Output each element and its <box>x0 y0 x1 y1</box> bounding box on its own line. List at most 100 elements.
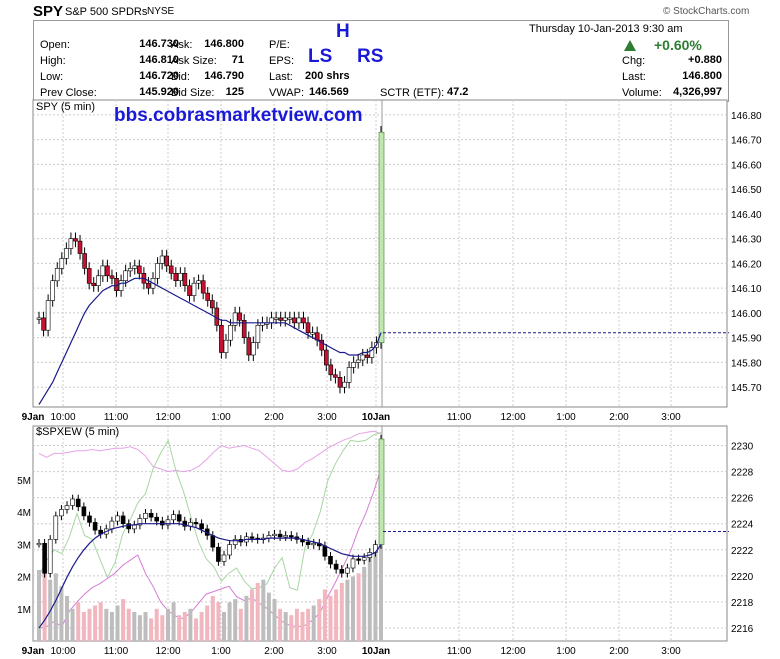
spxew-volume-bar <box>59 586 64 641</box>
x-tick-label: 11:00 <box>447 412 472 423</box>
spy-ytick-label: 146.40 <box>731 210 762 221</box>
spxew-candle <box>171 514 176 521</box>
spxew-candle <box>92 522 98 531</box>
spxew-candle <box>126 523 131 530</box>
spxew-volume-bar <box>177 615 182 641</box>
spy-ytick-label: 146.10 <box>731 284 762 295</box>
x-tick-label: 2:00 <box>264 646 284 657</box>
spxew-ytick-label: 2224 <box>731 520 754 531</box>
x-tick-label: 11:00 <box>104 646 129 657</box>
spy-candle <box>82 253 87 269</box>
spxew-candle <box>249 536 255 539</box>
last-price-label: Last: <box>622 71 646 83</box>
spxew-volume-bar <box>306 608 311 642</box>
spy-candle <box>118 280 124 291</box>
spxew-volume-bar <box>294 608 299 642</box>
open-label: Open: <box>40 39 70 51</box>
spxew-volume-bar <box>379 518 383 641</box>
symbol: SPY <box>33 3 64 20</box>
bid-size-label: Bid Size: <box>171 87 215 99</box>
spxew-volume-bar <box>188 608 193 642</box>
sctr-value: 47.2 <box>447 86 469 98</box>
x-tick-label: 3:00 <box>661 412 681 423</box>
spxew-volume-tick-label: 4M <box>17 508 31 519</box>
vwap-label: VWAP: <box>269 87 305 99</box>
spxew-volume-bar <box>109 612 114 641</box>
spy-candle <box>292 317 297 324</box>
spy-ytick-label: 146.50 <box>731 185 762 196</box>
spxew-volume-bar <box>216 602 221 641</box>
spxew-candle <box>64 505 70 510</box>
spy-candle <box>287 317 293 320</box>
volume-value: 4,326,997 <box>673 86 722 98</box>
spxew-candle <box>160 520 165 526</box>
open-value: 146.730 <box>139 38 179 50</box>
ask-size-label: Ask Size: <box>171 55 217 67</box>
spxew-volume-bar <box>70 608 75 642</box>
spxew-overlay2-line <box>38 432 382 591</box>
spy-candle <box>123 270 128 281</box>
x-tick-label: 11:00 <box>447 646 472 657</box>
spy-candle <box>369 347 375 358</box>
spxew-volume-bar <box>121 599 126 641</box>
spxew-candle <box>199 523 204 530</box>
spxew-volume-tick-label: 1M <box>17 605 31 616</box>
spxew-candle <box>283 535 289 538</box>
spy-candle <box>168 265 174 274</box>
spxew-volume-bar <box>42 573 47 641</box>
spxew-candle <box>36 542 42 546</box>
spy-candle <box>228 324 233 341</box>
spxew-volume-bar <box>76 602 81 641</box>
spxew-candle <box>42 542 47 574</box>
x-tick-label: 1:00 <box>556 412 576 423</box>
spxew-volume-bar <box>328 595 333 641</box>
spy-candle <box>173 272 179 281</box>
spxew-candle <box>154 516 159 522</box>
high-value: 146.810 <box>139 54 179 66</box>
spy-candle <box>178 272 183 281</box>
spxew-volume-bar <box>356 573 361 641</box>
x-tick-label: 9Jan <box>22 646 45 657</box>
spy-candle <box>187 285 192 296</box>
spxew-volume-bar <box>351 576 355 641</box>
spxew-volume-bar <box>339 583 344 642</box>
spxew-candle <box>193 522 199 525</box>
spy-candle <box>355 359 361 363</box>
spxew-volume-bar <box>126 608 131 642</box>
spxew-candle <box>328 555 333 565</box>
spy-candle <box>64 248 69 259</box>
x-tick-label: 12:00 <box>500 646 525 657</box>
low-label: Low: <box>40 71 64 83</box>
spxew-candle <box>339 568 345 574</box>
spxew-candle <box>148 512 154 518</box>
spxew-volume-bar <box>334 589 339 641</box>
x-tick-label: 1:00 <box>211 646 231 657</box>
x-tick-label: 1:00 <box>211 412 231 423</box>
spxew-volume-bar <box>93 605 98 641</box>
spxew-volume-bar <box>272 599 277 641</box>
spxew-ytick-label: 2226 <box>731 494 754 505</box>
spy-candle <box>337 376 343 388</box>
high-label: High: <box>40 55 66 67</box>
spxew-panel-title: $SPXEW (5 min) <box>36 426 120 438</box>
spxew-volume-bar <box>373 544 378 642</box>
last-price-value: 146.800 <box>682 70 722 82</box>
spy-candle <box>155 263 160 279</box>
spy-candle <box>91 282 96 287</box>
spy-candle <box>305 322 311 333</box>
spxew-candle <box>378 438 385 545</box>
ask-label: Ask: <box>171 39 193 51</box>
spxew-ytick-label: 2218 <box>731 598 754 609</box>
exchange: NYSE <box>147 6 175 17</box>
spxew-volume-bar <box>255 583 260 642</box>
spy-candle <box>36 317 42 320</box>
spxew-volume-bar <box>261 579 266 641</box>
spxew-ytick-label: 2228 <box>731 468 754 479</box>
spxew-candle <box>227 544 232 556</box>
spy-candle <box>255 324 261 343</box>
x-tick-label: 2:00 <box>609 646 629 657</box>
spy-candle <box>164 255 169 267</box>
spxew-volume-bar <box>137 615 142 641</box>
x-tick-label: 12:00 <box>155 646 180 657</box>
annotation-h: H <box>336 21 350 42</box>
